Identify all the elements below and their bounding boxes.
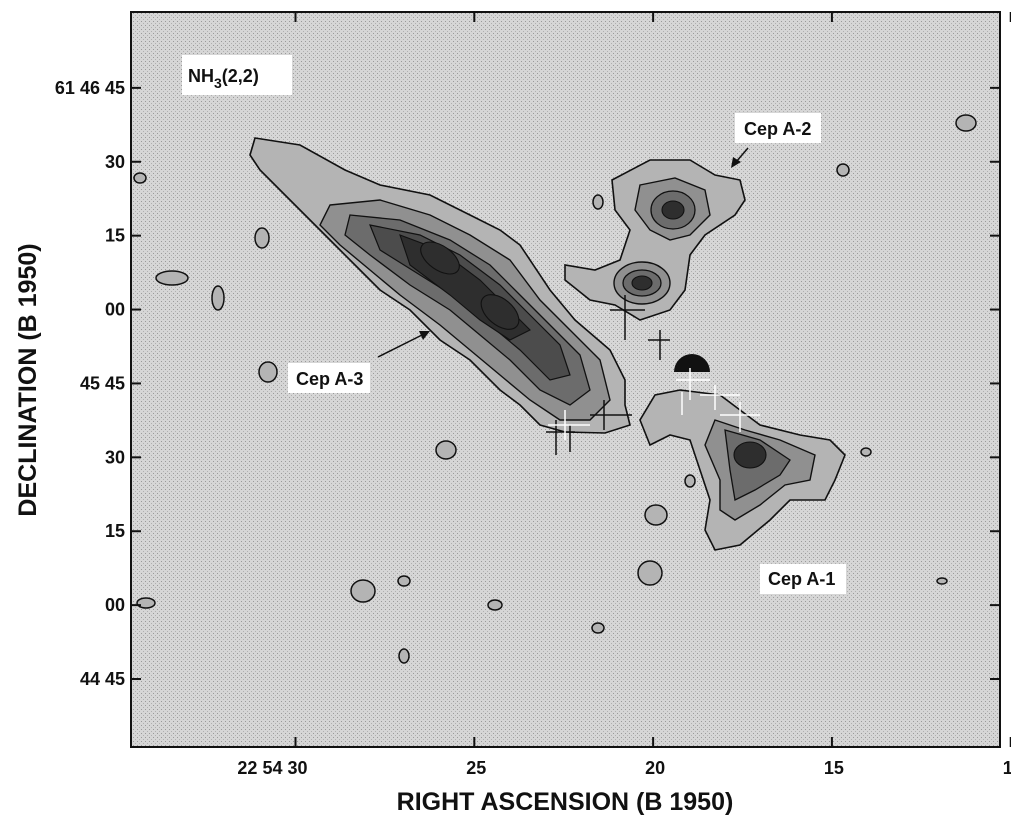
y-tick-label: 00: [105, 595, 125, 615]
y-tick-label: 30: [105, 152, 125, 172]
island: [593, 195, 603, 209]
island: [685, 475, 695, 487]
x-tick-label: 10: [1003, 758, 1011, 778]
island: [956, 115, 976, 131]
y-tick-label: 45 45: [80, 373, 125, 393]
island: [638, 561, 662, 585]
y-tick-label: 44 45: [80, 669, 125, 689]
island: [592, 623, 604, 633]
y-tick-label: 30: [105, 447, 125, 467]
cep-a2-core: [632, 276, 652, 290]
island: [134, 173, 146, 183]
y-tick-label: 61 46 45: [55, 78, 125, 98]
cep-a2-core: [662, 201, 684, 219]
island: [351, 580, 375, 602]
island: [861, 448, 871, 456]
cep-a1-core: [734, 442, 766, 468]
island: [259, 362, 277, 382]
island: [645, 505, 667, 525]
title-sub: 3: [214, 75, 222, 91]
annotation: Cep A-1: [768, 569, 835, 589]
x-tick-label: 22 54 30: [237, 758, 307, 778]
island: [399, 649, 409, 663]
x-axis-label: RIGHT ASCENSION (B 1950): [397, 788, 734, 816]
figure: NH3(2,2) Cep A-3 Cep A-2 Cep A-1 RIGHT A…: [0, 0, 1011, 818]
y-axis-label: DECLINATION (B 1950): [14, 243, 42, 516]
island: [212, 286, 224, 310]
title-rest: (2,2): [222, 66, 259, 86]
title-main: NH: [188, 66, 214, 86]
x-tick-label: 25: [466, 758, 486, 778]
island: [137, 598, 155, 608]
island: [837, 164, 849, 176]
y-tick-label: 15: [105, 521, 125, 541]
island: [398, 576, 410, 586]
island: [255, 228, 269, 248]
annotation: Cep A-3: [296, 369, 363, 389]
annotation: Cep A-2: [744, 119, 811, 139]
y-tick-label: 00: [105, 300, 125, 320]
island: [436, 441, 456, 459]
x-tick-label: 15: [824, 758, 844, 778]
x-tick-label: 20: [645, 758, 665, 778]
island: [937, 578, 947, 584]
island: [488, 600, 502, 610]
y-tick-label: 15: [105, 226, 125, 246]
island: [156, 271, 188, 285]
